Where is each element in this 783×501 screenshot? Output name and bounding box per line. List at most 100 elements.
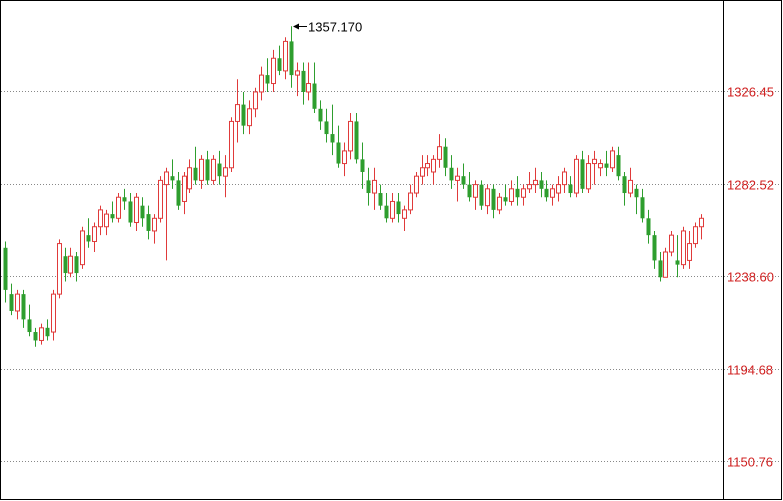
candle xyxy=(467,171,472,202)
candle-body xyxy=(241,104,246,126)
candle-body xyxy=(134,196,139,224)
candle-body xyxy=(687,243,692,261)
candle-body xyxy=(372,179,377,194)
candle xyxy=(51,289,56,341)
candle-body xyxy=(533,179,538,186)
max-annotation: 1357.170 xyxy=(293,20,362,35)
candle xyxy=(491,184,496,219)
candle-body xyxy=(592,158,597,165)
candle-body xyxy=(354,121,359,160)
candle-body xyxy=(152,217,157,232)
candle xyxy=(455,167,460,202)
candle-body xyxy=(27,319,32,333)
candle-body xyxy=(253,91,258,110)
candle-body xyxy=(384,205,389,219)
candle xyxy=(473,180,478,210)
candle xyxy=(687,230,692,269)
candle xyxy=(663,247,668,278)
candle-body xyxy=(402,209,407,219)
candle-body xyxy=(360,159,365,172)
candle-body xyxy=(98,209,103,228)
candle-body xyxy=(544,188,549,198)
candle-body xyxy=(634,188,639,198)
candle-body xyxy=(33,332,38,341)
candle-body xyxy=(324,121,329,135)
candle-body xyxy=(628,179,633,194)
candle xyxy=(669,230,674,257)
candle-body xyxy=(598,163,603,169)
candle xyxy=(628,167,633,198)
candle-body xyxy=(556,184,561,194)
candle xyxy=(265,58,270,92)
candle-body xyxy=(205,159,210,181)
candle xyxy=(449,155,454,189)
candle-body xyxy=(390,200,395,219)
candle-body xyxy=(122,197,127,202)
candle-body xyxy=(675,260,680,265)
candle xyxy=(425,155,430,177)
candle xyxy=(586,155,591,194)
candle xyxy=(199,155,204,189)
candle-body xyxy=(467,184,472,198)
candle-body xyxy=(146,214,151,231)
candle xyxy=(533,167,538,194)
candle xyxy=(658,252,663,282)
candle xyxy=(396,193,401,223)
candle xyxy=(699,214,704,240)
candle xyxy=(182,171,187,215)
candle xyxy=(301,62,306,105)
y-axis-ticks: 1326.45 1282.52 1238.60 1194.68 1150.76 xyxy=(727,85,774,470)
candle xyxy=(604,150,609,177)
candle xyxy=(616,146,621,181)
candle xyxy=(116,193,121,223)
candle-body xyxy=(45,327,50,337)
candle-body xyxy=(669,234,674,253)
y-tick-label: 1326.45 xyxy=(727,85,774,100)
candle-body xyxy=(348,120,353,152)
candle xyxy=(693,222,698,248)
candle xyxy=(509,180,514,206)
candle-body xyxy=(187,167,192,190)
candle-body xyxy=(312,83,317,109)
candle-body xyxy=(3,247,8,290)
candle xyxy=(229,117,234,172)
candle-body xyxy=(283,40,288,72)
candle xyxy=(568,176,573,198)
candle-body xyxy=(586,163,591,190)
candle xyxy=(414,171,419,198)
candle-body xyxy=(9,294,14,311)
candle-body xyxy=(414,175,419,194)
candle xyxy=(580,150,585,194)
candle-body xyxy=(247,108,252,127)
candle-body xyxy=(295,70,300,76)
candle xyxy=(205,150,210,185)
candle xyxy=(634,184,639,215)
candle xyxy=(562,167,567,194)
candle-body xyxy=(63,256,68,274)
candle xyxy=(527,171,532,194)
candle xyxy=(33,327,38,347)
candle xyxy=(610,146,615,172)
candle xyxy=(437,134,442,168)
candle-body xyxy=(378,193,383,206)
candle xyxy=(259,66,264,101)
candle-body xyxy=(158,179,163,219)
candle xyxy=(640,188,645,223)
candle xyxy=(110,201,115,223)
candle-body xyxy=(610,150,615,169)
candle-body xyxy=(259,74,264,93)
candle-body xyxy=(420,167,425,177)
candle xyxy=(420,155,425,185)
candle-body xyxy=(306,83,311,93)
candle-body xyxy=(51,293,56,333)
candle-body xyxy=(396,201,401,215)
candle xyxy=(21,289,26,328)
candle-body xyxy=(104,213,109,228)
candle-body xyxy=(80,230,85,266)
candle xyxy=(57,239,62,299)
candle-body xyxy=(128,201,133,223)
candle-body xyxy=(425,163,430,169)
candle xyxy=(646,209,651,244)
candle-body xyxy=(479,184,484,206)
